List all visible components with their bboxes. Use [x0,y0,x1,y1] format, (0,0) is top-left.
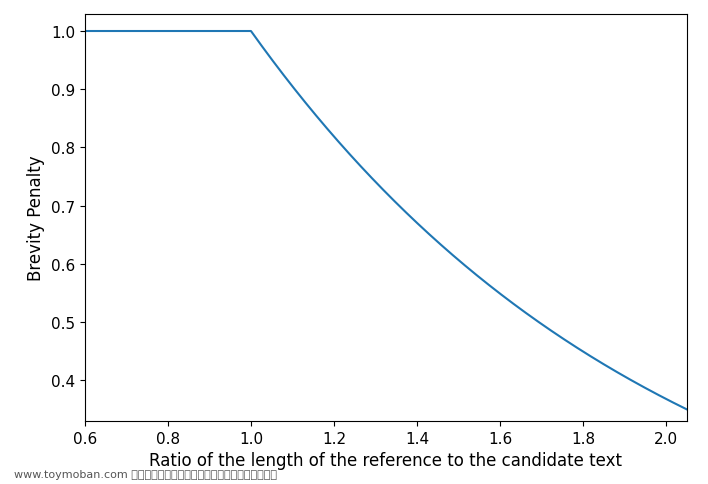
X-axis label: Ratio of the length of the reference to the candidate text: Ratio of the length of the reference to … [149,451,622,469]
Y-axis label: Brevity Penalty: Brevity Penalty [28,155,45,281]
Text: www.toymoban.com 网络图片仅供展示，非存储，如有侵权联系删除。: www.toymoban.com 网络图片仅供展示，非存储，如有侵权联系删除。 [14,469,277,479]
